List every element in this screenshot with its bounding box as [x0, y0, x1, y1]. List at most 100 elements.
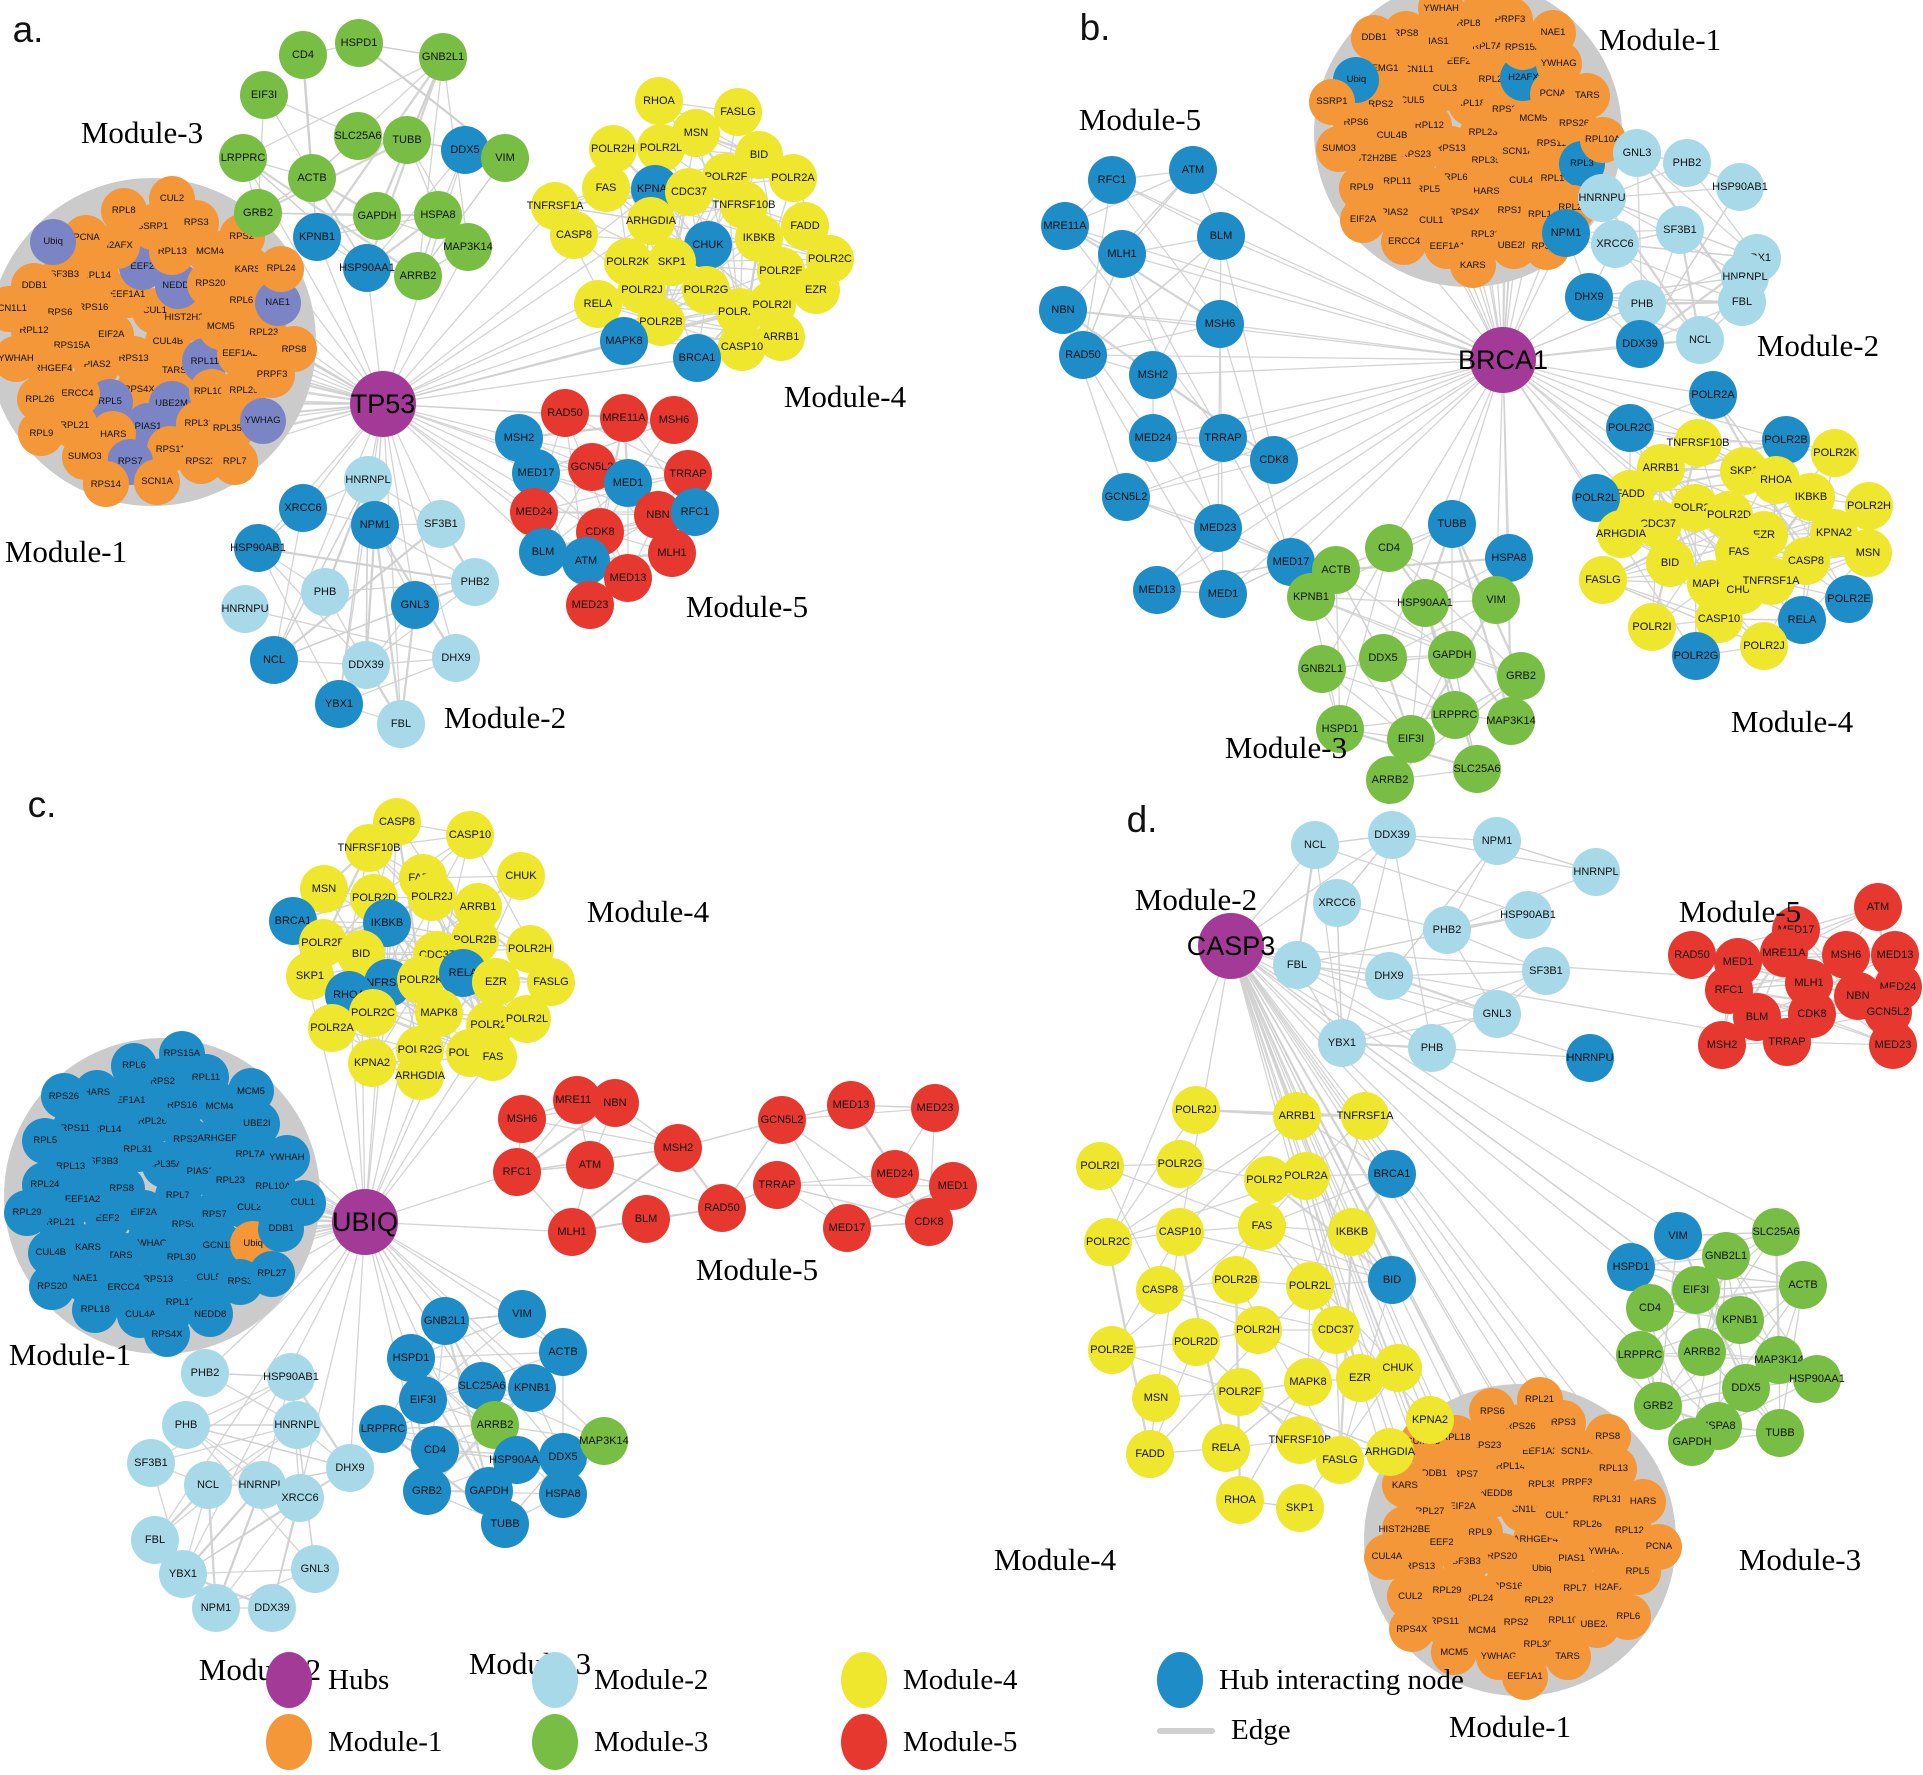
node-BRCA1[interactable]: BRCA1	[673, 334, 721, 382]
node-MSH6[interactable]: MSH6	[498, 1095, 546, 1143]
node-BLM[interactable]: BLM	[519, 528, 567, 576]
node-LRPPRC[interactable]: LRPPRC	[359, 1405, 407, 1453]
node-MED23[interactable]: MED23	[1194, 504, 1242, 552]
node-HSPD1[interactable]: HSPD1	[1316, 705, 1364, 753]
node-GRB2[interactable]: GRB2	[1634, 1382, 1682, 1430]
node-HSP90AB1[interactable]: HSP90AB1	[230, 524, 286, 572]
node-MED23[interactable]: MED23	[1869, 1021, 1917, 1069]
node-POLR2J[interactable]: POLR2J	[408, 873, 456, 921]
node-ATM[interactable]: ATM	[562, 537, 610, 585]
node-MSH6[interactable]: MSH6	[650, 396, 698, 444]
node-POLR2A[interactable]: POLR2A	[308, 1004, 356, 1052]
node-TRRAP[interactable]: TRRAP	[1763, 1018, 1811, 1066]
node-RPS26[interactable]: RPS26	[40, 1073, 87, 1120]
node-YWHAH[interactable]: YWHAH	[263, 1134, 310, 1181]
node-ATM[interactable]: ATM	[1169, 146, 1217, 194]
node-MED17[interactable]: MED17	[823, 1204, 871, 1252]
node-XRCC6[interactable]: XRCC6	[276, 1474, 324, 1522]
node-CDK8[interactable]: CDK8	[1250, 436, 1298, 484]
node-POLR2A[interactable]: POLR2A	[1689, 371, 1737, 419]
node-KPNB1[interactable]: KPNB1	[508, 1364, 556, 1412]
node-RPL8[interactable]: RPL8	[100, 187, 147, 234]
node-CUL2[interactable]: CUL2	[148, 175, 195, 222]
node-FASLG[interactable]: FASLG	[714, 88, 762, 136]
node-RPS6[interactable]: RPS6	[1469, 1388, 1516, 1435]
node-TUBB[interactable]: TUBB	[481, 1500, 529, 1548]
node-NCL[interactable]: NCL	[1676, 316, 1724, 364]
node-EEF1A1[interactable]: EEF1A1	[1501, 1653, 1548, 1700]
node-POLR2C[interactable]: POLR2C	[349, 989, 397, 1037]
node-VIM[interactable]: VIM	[1472, 576, 1520, 624]
node-RPL21[interactable]: RPL21	[1516, 1376, 1563, 1423]
node-FBL[interactable]: FBL	[377, 700, 425, 748]
node-HSPD1[interactable]: HSPD1	[387, 1334, 435, 1382]
node-CHUK[interactable]: CHUK	[1374, 1344, 1422, 1392]
node-FAS[interactable]: FAS	[1238, 1202, 1286, 1250]
node-Ubiq[interactable]: Ubiq	[30, 218, 77, 265]
node-KPNA2[interactable]: KPNA2	[348, 1039, 396, 1087]
node-MSH2[interactable]: MSH2	[1698, 1021, 1746, 1069]
node-EIF3I[interactable]: EIF3I	[1387, 715, 1435, 763]
node-SSRP1[interactable]: SSRP1	[1308, 78, 1355, 125]
node-KPNA2[interactable]: KPNA2	[1406, 1396, 1454, 1444]
node-ARHGDIA[interactable]: ARHGDIA	[1596, 510, 1646, 558]
node-RHOA[interactable]: RHOA	[1752, 456, 1800, 504]
node-MCM5[interactable]: MCM5	[1431, 1629, 1478, 1676]
node-EIF3I[interactable]: EIF3I	[1672, 1266, 1720, 1314]
node-PHB[interactable]: PHB	[1408, 1024, 1456, 1072]
node-MAP3K14[interactable]: MAP3K14	[1486, 697, 1536, 745]
node-TARS[interactable]: TARS	[1544, 1633, 1591, 1680]
node-POLR2G[interactable]: POLR2G	[1672, 632, 1720, 680]
node-TRRAP[interactable]: TRRAP	[753, 1161, 801, 1209]
node-CDC37[interactable]: CDC37	[1312, 1306, 1360, 1354]
node-SLC25A6[interactable]: SLC25A6	[334, 112, 382, 160]
node-HSPD1[interactable]: HSPD1	[335, 19, 383, 67]
node-IKBKB[interactable]: IKBKB	[1328, 1208, 1376, 1256]
node-MED1[interactable]: MED1	[1199, 570, 1247, 618]
node-GNB2L1[interactable]: GNB2L1	[1298, 645, 1346, 693]
node-ARRB2[interactable]: ARRB2	[1678, 1328, 1726, 1376]
node-LRPPRC[interactable]: LRPPRC	[219, 134, 267, 182]
node-ARRB1[interactable]: ARRB1	[1273, 1092, 1321, 1140]
node-ACTB[interactable]: ACTB	[1779, 1261, 1827, 1309]
node-RPS20[interactable]: RPS20	[29, 1263, 76, 1310]
hub-TP53[interactable]: TP53	[350, 371, 416, 437]
node-GCN5L2[interactable]: GCN5L2	[758, 1096, 806, 1144]
node-DDX39[interactable]: DDX39	[248, 1584, 296, 1632]
node-TNFRSF10B[interactable]: TNFRSF10B	[338, 824, 400, 872]
node-MAP3K14[interactable]: MAP3K14	[443, 223, 493, 271]
node-POLR2D[interactable]: POLR2D	[1172, 1318, 1220, 1366]
node-VIM[interactable]: VIM	[498, 1290, 546, 1338]
node-EIF2A[interactable]: EIF2A	[1340, 196, 1387, 243]
node-POLR2I[interactable]: POLR2I	[1076, 1142, 1124, 1190]
node-PRPF3[interactable]: PRPF3	[249, 351, 296, 398]
node-POLR2H[interactable]: POLR2H	[1234, 1306, 1282, 1354]
node-RFC1[interactable]: RFC1	[671, 488, 719, 536]
node-RPL6[interactable]: RPL6	[111, 1042, 157, 1089]
node-MSH6[interactable]: MSH6	[1196, 300, 1244, 348]
node-POLR2E[interactable]: POLR2E	[1088, 1326, 1136, 1374]
node-BRCA1[interactable]: BRCA1	[1368, 1150, 1416, 1198]
node-FADD[interactable]: FADD	[1126, 1430, 1174, 1478]
node-TUBB[interactable]: TUBB	[383, 116, 431, 164]
node-PHB2[interactable]: PHB2	[451, 558, 499, 606]
node-SLC25A6[interactable]: SLC25A6	[1453, 745, 1501, 793]
node-PHB2[interactable]: PHB2	[1423, 906, 1471, 954]
node-CHUK[interactable]: CHUK	[497, 852, 545, 900]
node-POLR2B[interactable]: POLR2B	[1762, 416, 1810, 464]
node-MED23[interactable]: MED23	[911, 1084, 959, 1132]
node-MED1[interactable]: MED1	[929, 1162, 977, 1210]
node-GAPDH[interactable]: GAPDH	[353, 192, 401, 240]
node-MED13[interactable]: MED13	[1133, 566, 1181, 614]
node-DHX9[interactable]: DHX9	[1565, 273, 1613, 321]
node-SF3B1[interactable]: SF3B1	[1522, 947, 1570, 995]
node-POLR2A[interactable]: POLR2A	[769, 154, 817, 202]
node-MSN[interactable]: MSN	[1844, 529, 1892, 577]
node-PCNA[interactable]: PCNA	[1635, 1524, 1682, 1571]
node-HSPA8[interactable]: HSPA8	[539, 1470, 587, 1518]
node-HSP90AA1[interactable]: HSP90AA1	[339, 244, 395, 292]
node-ARRB2[interactable]: ARRB2	[394, 252, 442, 300]
node-DDX39[interactable]: DDX39	[1616, 320, 1664, 368]
node-MED13[interactable]: MED13	[827, 1081, 875, 1129]
node-PHB[interactable]: PHB	[301, 568, 349, 616]
